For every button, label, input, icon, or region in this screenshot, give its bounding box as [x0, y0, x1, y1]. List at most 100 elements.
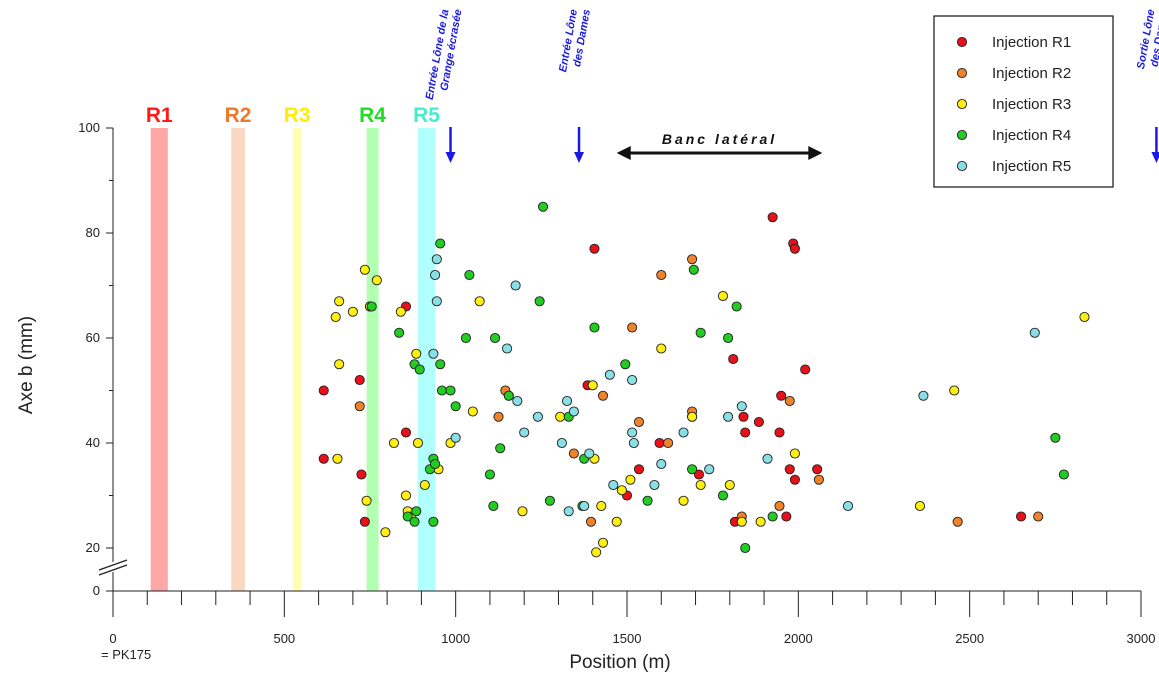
point-injection-r3: [332, 453, 343, 464]
point-injection-r3: [597, 537, 609, 548]
point-injection-r4: [723, 332, 734, 344]
point-injection-r2: [774, 500, 785, 512]
point-injection-r1: [318, 453, 329, 464]
point-injection-r3: [687, 411, 698, 422]
point-injection-r2: [784, 395, 795, 407]
point-injection-r1: [633, 464, 645, 475]
point-injection-r1: [318, 385, 329, 396]
point-injection-r2: [1033, 511, 1044, 522]
point-injection-r4: [1050, 432, 1061, 443]
point-injection-r5: [649, 479, 660, 491]
point-injection-r4: [411, 506, 422, 517]
point-injection-r1: [738, 411, 749, 422]
point-injection-r1: [774, 427, 785, 438]
point-injection-r5: [842, 500, 854, 512]
point-injection-r3: [359, 264, 370, 275]
legend-marker: [956, 129, 968, 141]
annotation-arrow-head: [1151, 152, 1159, 163]
zone-label-r3: R3: [284, 104, 311, 127]
x-axis-title: Position (m): [569, 652, 670, 673]
point-injection-r1: [693, 469, 705, 480]
point-injection-r5: [736, 401, 747, 412]
point-injection-r1: [589, 243, 600, 254]
point-injection-r5: [678, 427, 689, 438]
point-injection-r4: [409, 516, 420, 527]
point-injection-r3: [412, 437, 424, 449]
point-injection-r5: [608, 479, 619, 491]
point-injection-r3: [736, 516, 747, 527]
point-injection-r4: [740, 542, 751, 554]
point-injection-r4: [460, 332, 471, 344]
point-injection-r4: [414, 364, 425, 375]
point-injection-r4: [450, 401, 461, 412]
point-injection-r4: [490, 332, 501, 344]
point-injection-r3: [695, 479, 706, 491]
point-injection-r3: [419, 479, 430, 491]
point-injection-r3: [467, 406, 478, 417]
point-injection-r5: [532, 411, 543, 422]
injection-zones: R1 R2 R3 R4 R5: [146, 104, 440, 591]
point-injection-r4: [394, 327, 405, 338]
annotation-arrow-head: [445, 152, 456, 163]
point-injection-r3: [400, 490, 412, 501]
axis-break-mark: [98, 564, 128, 576]
point-injection-r4: [366, 301, 377, 312]
point-injection-r2: [813, 474, 824, 485]
point-injection-r2: [627, 322, 638, 333]
point-injection-r4: [436, 385, 448, 396]
point-injection-r4: [428, 516, 439, 527]
point-injection-r1: [354, 374, 365, 386]
point-injection-r4: [430, 458, 441, 470]
zone-band-r2: [231, 128, 245, 591]
range-arrow-head-left: [616, 146, 631, 160]
point-injection-r3: [380, 527, 391, 538]
point-injection-r1: [359, 516, 370, 527]
point-injection-r3: [591, 547, 602, 558]
point-injection-r5: [628, 437, 639, 449]
axis-break-mark: [98, 559, 128, 571]
point-injection-r3: [334, 296, 345, 307]
point-injection-r1: [800, 364, 811, 375]
point-injection-r2: [493, 411, 504, 422]
point-injection-r2: [952, 516, 963, 527]
point-injection-r1: [784, 464, 795, 475]
point-injection-r5: [723, 411, 734, 422]
legend-entry: Injection R2: [992, 65, 1071, 82]
point-injection-r5: [704, 464, 715, 475]
zone-label-r5: R5: [413, 104, 440, 127]
point-injection-r5: [519, 427, 530, 438]
point-injection-r4: [544, 495, 555, 506]
point-injection-r5: [431, 296, 442, 307]
point-injection-r3: [724, 479, 735, 491]
point-injection-r3: [587, 380, 598, 391]
point-injection-r4: [537, 201, 549, 212]
y-tick-label: 80: [86, 225, 100, 240]
point-injection-r4: [642, 495, 653, 506]
y-tick-label: 40: [86, 435, 100, 450]
annotation-label: des Dames: [1148, 8, 1159, 67]
point-injection-r3: [330, 311, 341, 323]
point-injection-r5: [604, 369, 615, 380]
legend: Injection R1 Injection R2 Injection R3 Inje…: [933, 15, 1114, 188]
point-injection-r5: [563, 506, 574, 517]
legend-marker: [956, 98, 968, 110]
point-injection-r3: [789, 448, 800, 459]
legend-entry: Injection R1: [992, 34, 1071, 51]
point-injection-r3: [596, 500, 607, 512]
point-injection-r5: [584, 448, 595, 459]
point-injection-r5: [556, 437, 567, 449]
point-injection-r1: [812, 464, 823, 475]
point-injection-r2: [568, 448, 579, 459]
point-injection-r2: [687, 254, 698, 265]
point-injection-r4: [731, 301, 742, 312]
y-tick-label: 20: [86, 540, 100, 555]
y-axis-title: Axe b (mm): [16, 316, 37, 414]
point-injection-r4: [495, 443, 506, 454]
point-injection-r1: [789, 243, 800, 254]
point-injection-r5: [431, 254, 442, 265]
point-injection-r4: [402, 511, 413, 522]
x-tick-label: 1000: [441, 631, 470, 646]
point-injection-r3: [949, 385, 960, 396]
point-injection-r3: [361, 495, 372, 506]
